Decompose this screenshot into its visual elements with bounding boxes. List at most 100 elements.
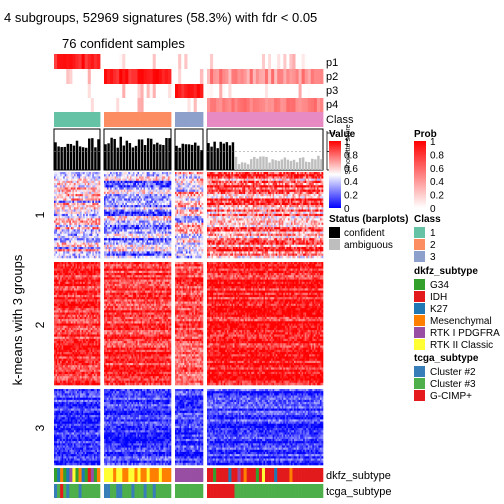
prob-cell-p2 xyxy=(165,69,168,84)
prob-cell-p4 xyxy=(128,98,131,112)
prob-cell-p3 xyxy=(311,84,314,98)
heatmap-cell xyxy=(201,238,203,241)
prob-cell-p2 xyxy=(85,69,88,84)
heatmap-cell xyxy=(201,214,203,217)
prob-cell-p3 xyxy=(305,84,308,98)
prob-cell-p2 xyxy=(75,69,78,84)
class-cell xyxy=(122,112,125,127)
prob-cell-p1 xyxy=(159,54,162,69)
heatmap-cell xyxy=(201,190,203,193)
prob-cell-p1 xyxy=(116,54,119,69)
prob-cell-p3 xyxy=(107,84,110,98)
prob-cell-p1 xyxy=(181,54,185,69)
class-cell xyxy=(113,112,116,127)
class-cell xyxy=(94,112,97,127)
heatmap-cell xyxy=(169,245,171,248)
prob-cell-p4 xyxy=(289,98,292,112)
prob-cell-p1 xyxy=(104,54,107,69)
heatmap-cell xyxy=(98,251,100,254)
prob-cell-p1 xyxy=(131,54,134,69)
heatmap-cell xyxy=(201,223,203,226)
heatmap-cell xyxy=(169,212,171,215)
prob-cell-p3 xyxy=(268,84,271,98)
prob-cell-p3 xyxy=(72,84,75,98)
prob-cell-p3 xyxy=(131,84,134,98)
prob-cell-p1 xyxy=(66,54,69,69)
prob-cell-p3 xyxy=(54,84,57,98)
class-cell xyxy=(262,112,265,127)
prob-cell-p3 xyxy=(207,84,210,98)
prob-cell-p1 xyxy=(175,54,179,69)
prob-cell-p2 xyxy=(162,69,165,84)
prob-cell-p3 xyxy=(153,84,156,98)
prob-cell-p3 xyxy=(302,84,305,98)
prob-cell-p1 xyxy=(247,54,250,69)
class-cell xyxy=(147,112,150,127)
prob-cell-p4 xyxy=(82,98,85,112)
silhouette-bar xyxy=(278,161,280,170)
prob-cell-p3 xyxy=(280,84,283,98)
heatmap-cell xyxy=(201,245,203,248)
prob-cell-p2 xyxy=(317,69,320,84)
prob-cell-p1 xyxy=(286,54,289,69)
prob-cell-p3 xyxy=(200,84,204,98)
prob-cell-p4 xyxy=(317,98,320,112)
heatmap-cell xyxy=(169,225,171,228)
prob-cell-p1 xyxy=(305,54,308,69)
heatmap-cell xyxy=(98,238,100,241)
prob-cell-p4 xyxy=(122,98,125,112)
class-cell xyxy=(72,112,75,127)
heatmap-cell xyxy=(169,256,171,259)
prob-cell-p2 xyxy=(128,69,131,84)
silhouette-bar xyxy=(253,157,255,170)
prob-cell-p4 xyxy=(308,98,311,112)
prob-cell-p4 xyxy=(147,98,150,112)
prob-cell-p4 xyxy=(181,98,185,112)
prob-cell-p2 xyxy=(72,69,75,84)
heatmap-cell xyxy=(169,196,171,199)
prob-cell-p1 xyxy=(280,54,283,69)
class-cell xyxy=(271,112,274,127)
prob-cell-p4 xyxy=(213,98,216,112)
prob-cell-p3 xyxy=(110,84,113,98)
annotation-label-p3: p3 xyxy=(326,85,338,97)
class-cell xyxy=(308,112,311,127)
prob-cell-p2 xyxy=(238,69,241,84)
prob-cell-p2 xyxy=(159,69,162,84)
heatmap-cell xyxy=(201,229,203,232)
prob-cell-p4 xyxy=(85,98,88,112)
prob-cell-p1 xyxy=(292,54,295,69)
prob-cell-p2 xyxy=(286,69,289,84)
prob-cell-p1 xyxy=(57,54,60,69)
heatmap-cell xyxy=(201,194,203,197)
prob-cell-p4 xyxy=(119,98,122,112)
prob-cell-p3 xyxy=(134,84,137,98)
prob-cell-p1 xyxy=(299,54,302,69)
class-cell xyxy=(60,112,63,127)
prob-cell-p3 xyxy=(94,84,97,98)
silhouette-bar xyxy=(144,145,146,170)
prob-cell-p2 xyxy=(219,69,222,84)
silhouette-bar xyxy=(311,159,313,170)
prob-cell-p4 xyxy=(210,98,213,112)
heatmap-cell xyxy=(98,203,100,206)
prob-cell-p1 xyxy=(69,54,72,69)
prob-cell-p3 xyxy=(147,84,150,98)
heatmap-cell xyxy=(98,234,100,237)
heatmap-cell xyxy=(201,243,203,246)
silhouette-barplot: 00.51Silhouette score xyxy=(54,124,352,174)
class-cell xyxy=(107,112,110,127)
heatmap-cell xyxy=(201,249,203,252)
prob-cell-p3 xyxy=(296,84,299,98)
prob-cell-p4 xyxy=(216,98,219,112)
heatmap-cell xyxy=(321,194,323,197)
heatmap-cell xyxy=(201,236,203,239)
prob-cell-p2 xyxy=(94,69,97,84)
chart-title: 4 subgroups, 52969 signatures (58.3%) wi… xyxy=(4,10,317,25)
prob-cell-p2 xyxy=(314,69,317,84)
prob-cell-p1 xyxy=(259,54,262,69)
prob-cell-p1 xyxy=(207,54,210,69)
prob-cell-p1 xyxy=(268,54,271,69)
heatmap-cell xyxy=(98,181,100,184)
silhouette-bar xyxy=(85,148,87,170)
